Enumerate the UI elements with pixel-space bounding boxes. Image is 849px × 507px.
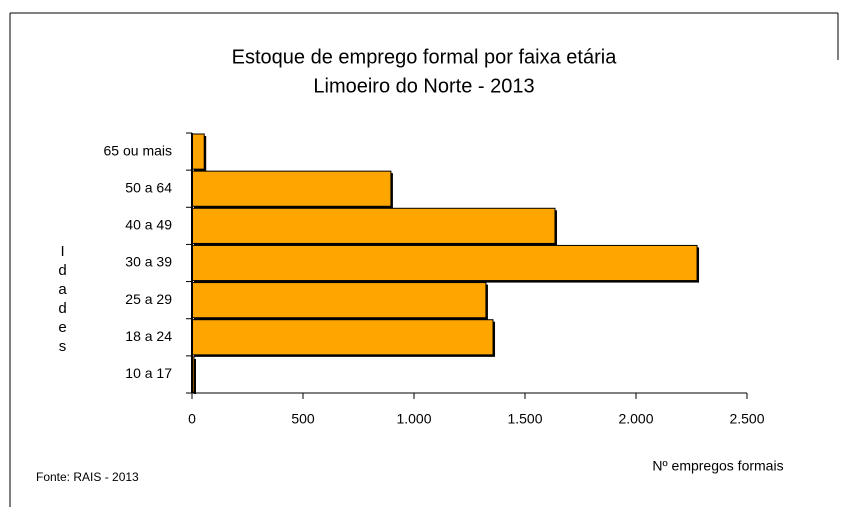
y-tick-label: 25 a 29: [125, 291, 172, 307]
x-tick-label: 2.000: [618, 411, 653, 427]
x-tick-label: 0: [188, 411, 196, 427]
y-tick-label: 18 a 24: [125, 328, 172, 344]
y-axis-label: Idades: [54, 243, 71, 357]
bar: [191, 244, 698, 282]
y-tick-label: 50 a 64: [125, 179, 172, 195]
x-tick-label: 500: [291, 411, 315, 427]
x-axis-label: Nº empregos formais: [652, 458, 783, 474]
bar: [191, 133, 205, 170]
bar-shadow: [194, 358, 196, 394]
bar: [191, 170, 392, 207]
bar: [191, 282, 487, 319]
bar: [191, 207, 556, 244]
y-tick-label: 10 a 17: [125, 365, 172, 381]
chart-title: Estoque de emprego formal por faixa etár…: [232, 46, 618, 68]
chart-subtitle: Limoeiro do Norte - 2013: [313, 75, 534, 97]
x-tick-label: 2.500: [729, 411, 764, 427]
y-tick-label: 65 ou mais: [104, 142, 172, 158]
x-tick-label: 1.500: [507, 411, 542, 427]
y-tick-label: 30 a 39: [125, 254, 172, 270]
bar: [191, 319, 494, 356]
source-note: Fonte: RAIS - 2013: [36, 470, 139, 484]
x-tick-label: 1.000: [396, 411, 431, 427]
y-tick-label: 40 a 49: [125, 217, 172, 233]
